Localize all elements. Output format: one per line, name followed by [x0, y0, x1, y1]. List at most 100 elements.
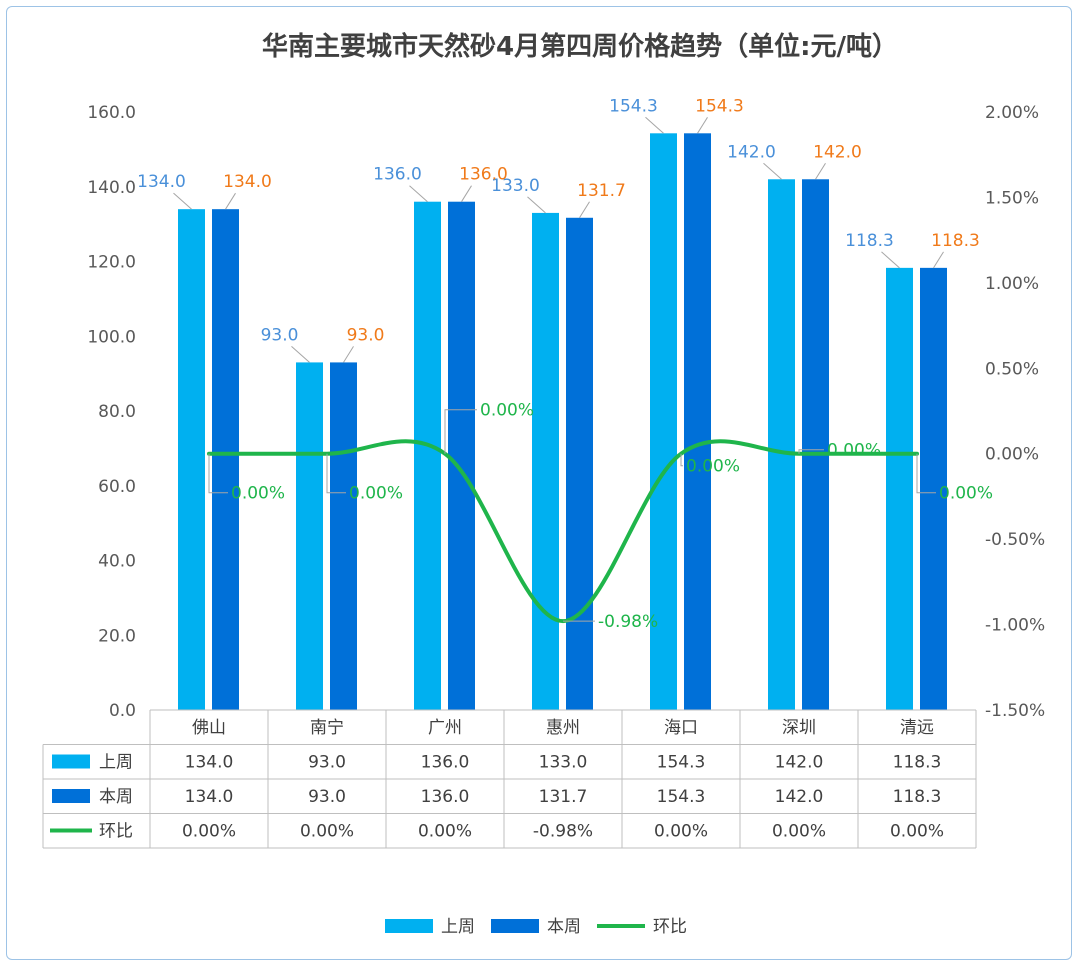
table-cell: 142.0: [775, 787, 824, 807]
legend-key-上周: [385, 919, 433, 933]
table-cell: 154.3: [657, 753, 706, 773]
bar-上周-佛山: [178, 209, 205, 711]
leader-line: [881, 251, 900, 269]
data-label-本周-佛山: 134.0: [223, 172, 272, 192]
data-label-本周-深圳: 142.0: [813, 142, 862, 162]
y-right-tick-label: -0.50%: [985, 530, 1045, 550]
table-cell: 0.00%: [418, 822, 472, 842]
data-label-上周-惠州: 133.0: [491, 176, 540, 196]
leader-line: [933, 251, 944, 269]
category-label: 海口: [664, 718, 698, 738]
legend-key-本周: [491, 919, 539, 933]
y-right-tick-label: -1.00%: [985, 616, 1045, 636]
leader-line: [697, 117, 708, 134]
table-cell: 118.3: [893, 753, 942, 773]
leader-line: [579, 201, 590, 219]
legend-label-上周: 上周: [441, 917, 475, 937]
table-key-上周: [52, 754, 90, 769]
leader-line: [208, 453, 228, 494]
leader-line: [798, 449, 824, 454]
bar-本周-深圳: [802, 179, 829, 710]
y-right-tick-label: 0.00%: [985, 445, 1039, 465]
leader-line: [645, 116, 664, 134]
table-cell: 0.00%: [654, 822, 708, 842]
leader-line: [343, 346, 354, 363]
data-label-环比-深圳: 0.00%: [827, 441, 881, 461]
table-cell: 0.00%: [300, 822, 354, 842]
bars: [178, 133, 947, 711]
table-row-label: 上周: [99, 753, 133, 773]
bar-本周-惠州: [566, 217, 593, 711]
y-left-tick-label: 100.0: [87, 327, 136, 347]
category-label: 惠州: [546, 718, 580, 738]
table-cell: 134.0: [185, 753, 234, 773]
leader-line: [763, 162, 782, 180]
y-right-tick-label: 1.00%: [985, 274, 1039, 294]
bar-上周-海口: [650, 133, 677, 710]
data-label-上周-海口: 154.3: [609, 96, 658, 116]
bar-本周-佛山: [212, 209, 239, 711]
legend-label-环比: 环比: [653, 917, 687, 937]
bar-上周-深圳: [768, 179, 795, 710]
axes: 0.0 20.0 40.0 60.0 80.0 100.0 120.0 140.0 160.0 -…: [87, 103, 1045, 721]
bar-本周-广州: [448, 201, 475, 710]
table-cell: 133.0: [539, 753, 588, 773]
legend-label-本周: 本周: [547, 917, 581, 937]
table-cell: 0.00%: [890, 822, 944, 842]
y-left-tick-label: 0.0: [109, 701, 136, 721]
data-label-上周-深圳: 142.0: [727, 142, 776, 162]
table-cell: 118.3: [893, 787, 942, 807]
leader-line: [444, 409, 477, 454]
table-row-label: 本周: [99, 787, 133, 807]
table-cell: 142.0: [775, 753, 824, 773]
leader-line: [225, 192, 236, 210]
bar-本周-南宁: [330, 362, 357, 710]
legend: 上周 本周 环比: [385, 917, 687, 937]
table-cell: 131.7: [539, 787, 588, 807]
y-right-tick-label: 0.50%: [985, 359, 1039, 379]
data-label-环比-惠州: -0.98%: [598, 612, 658, 632]
leader-line: [527, 196, 546, 214]
category-label: 深圳: [782, 718, 816, 738]
data-label-环比-佛山: 0.00%: [231, 484, 285, 504]
table-key-本周: [52, 789, 90, 803]
leader-line: [916, 453, 936, 494]
leader-line: [680, 453, 683, 467]
data-label-上周-佛山: 134.0: [137, 172, 186, 192]
y-left-tick-label: 140.0: [87, 178, 136, 198]
data-label-上周-清远: 118.3: [845, 231, 894, 251]
data-label-环比-海口: 0.00%: [686, 457, 740, 477]
table-cell: 0.00%: [182, 822, 236, 842]
data-label-本周-惠州: 131.7: [577, 181, 626, 201]
leader-line: [326, 453, 346, 494]
data-label-本周-广州: 136.0: [459, 165, 508, 185]
leader-line: [815, 163, 826, 180]
y-left-tick-label: 120.0: [87, 253, 136, 273]
data-label-环比-广州: 0.00%: [480, 401, 534, 421]
leader-line: [409, 185, 428, 203]
data-label-本周-南宁: 93.0: [347, 325, 385, 345]
category-label: 南宁: [310, 718, 344, 738]
leader-line: [461, 185, 472, 202]
data-label-环比-清远: 0.00%: [939, 484, 993, 504]
table-cell: -0.98%: [533, 822, 593, 842]
category-label: 广州: [428, 718, 462, 738]
y-left-tick-label: 60.0: [98, 477, 136, 497]
bar-上周-惠州: [532, 212, 559, 710]
category-label: 佛山: [192, 718, 226, 738]
leader-line: [173, 192, 192, 210]
bar-上周-南宁: [296, 362, 323, 710]
bar-本周-清远: [920, 267, 947, 710]
table-cell: 93.0: [308, 753, 346, 773]
data-labels: 134.093.0136.0133.0154.3142.0118.3134.09…: [137, 96, 993, 632]
bar-上周-清远: [886, 267, 913, 710]
y-left-tick-label: 80.0: [98, 402, 136, 422]
table-cell: 0.00%: [772, 822, 826, 842]
table-cell: 154.3: [657, 787, 706, 807]
y-right-tick-label: 2.00%: [985, 103, 1039, 123]
table-cell: 134.0: [185, 787, 234, 807]
y-left-tick-label: 160.0: [87, 103, 136, 123]
data-label-本周-清远: 118.3: [931, 231, 980, 251]
